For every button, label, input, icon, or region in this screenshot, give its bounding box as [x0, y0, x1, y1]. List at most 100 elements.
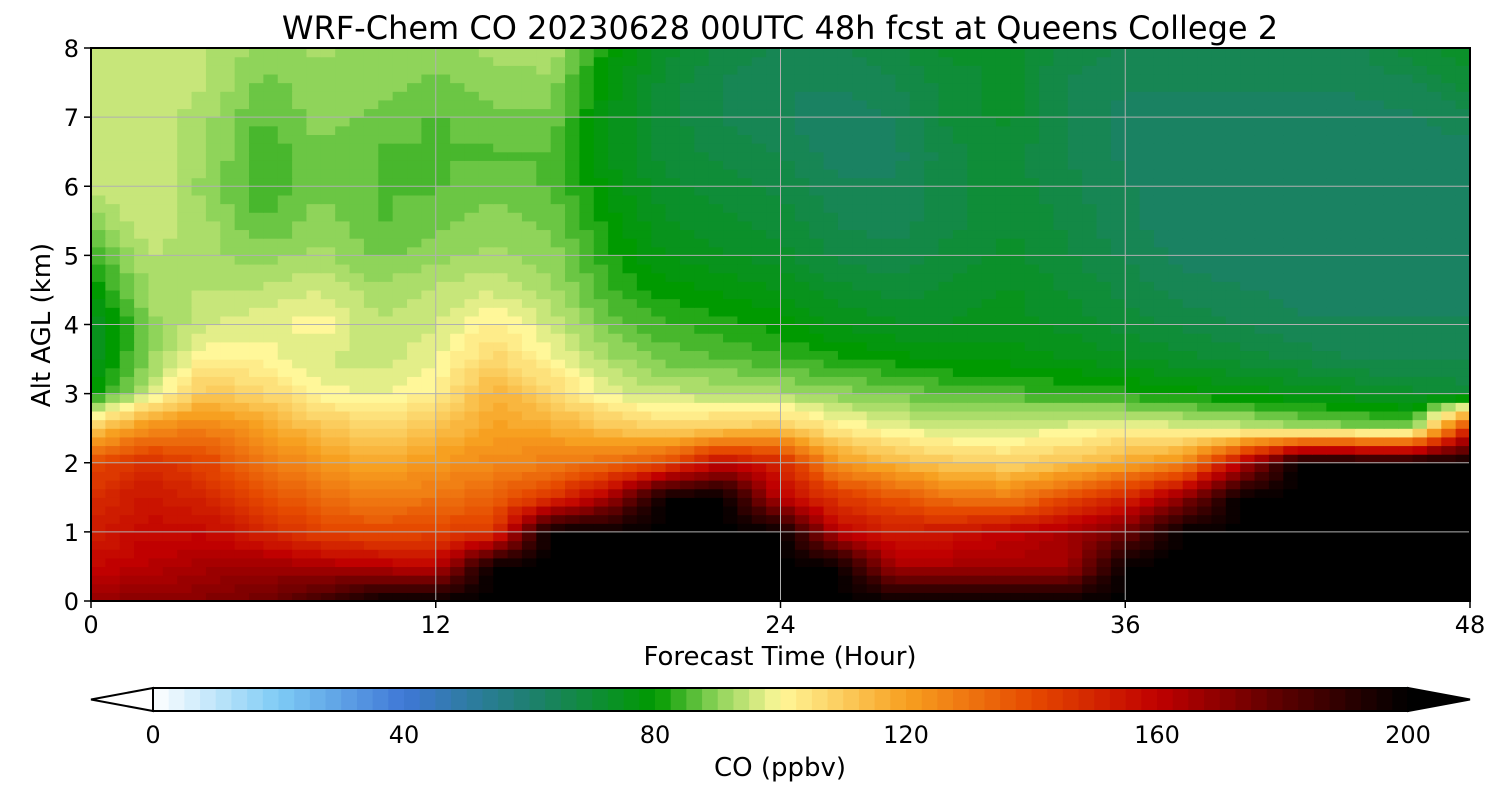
heatmap-cell [148, 281, 164, 291]
heatmap-cell [837, 523, 853, 533]
heatmap-cell [1053, 575, 1069, 585]
heatmap-cell [909, 177, 925, 187]
heatmap-cell [205, 583, 221, 593]
heatmap-cell [1096, 419, 1112, 429]
heatmap-cell [435, 575, 451, 585]
heatmap-cell [205, 246, 221, 256]
heatmap-cell [1355, 471, 1371, 481]
heatmap-cell [593, 454, 609, 464]
heatmap-cell [521, 168, 537, 179]
heatmap-cell [938, 384, 954, 395]
heatmap-cell [550, 289, 566, 300]
heatmap-cell [565, 203, 580, 213]
heatmap-cell [766, 436, 782, 447]
heatmap-cell [1096, 402, 1112, 412]
heatmap-cell [651, 488, 667, 498]
heatmap-cell [1355, 480, 1371, 490]
heatmap-cell [1024, 436, 1040, 447]
heatmap-cell [378, 255, 394, 265]
heatmap-cell [651, 445, 667, 455]
heatmap-cell [536, 549, 552, 559]
heatmap-cell [234, 272, 250, 282]
heatmap-cell [794, 203, 810, 213]
heatmap-cell [622, 151, 638, 161]
heatmap-cell [407, 505, 422, 516]
heatmap-cell [1197, 557, 1213, 568]
heatmap-cell [995, 505, 1011, 516]
heatmap-cell [1082, 419, 1098, 429]
heatmap-cell [866, 168, 882, 179]
heatmap-cell [737, 350, 753, 360]
heatmap-cell [220, 264, 236, 274]
heatmap-cell [1197, 523, 1213, 533]
heatmap-cell [119, 480, 135, 490]
heatmap-cell [723, 497, 738, 507]
heatmap-cell [852, 298, 868, 308]
heatmap-cell [794, 281, 810, 291]
heatmap-cell [708, 419, 724, 429]
heatmap-cell [809, 315, 825, 326]
heatmap-cell [938, 177, 954, 187]
heatmap-cell [478, 281, 494, 291]
heatmap-cell [751, 212, 767, 222]
heatmap-cell [306, 436, 322, 447]
heatmap-cell [651, 384, 667, 395]
heatmap-cell [1153, 212, 1169, 222]
heatmap-cell [320, 168, 336, 179]
heatmap-cell [1010, 281, 1026, 291]
heatmap-cell [1369, 419, 1385, 429]
heatmap-cell [737, 505, 753, 516]
heatmap-cell [981, 410, 997, 421]
heatmap-cell [1096, 523, 1112, 533]
heatmap-cell [665, 384, 681, 395]
heatmap-cell [866, 419, 882, 429]
heatmap-cell [1369, 168, 1385, 179]
heatmap-cell [1455, 480, 1471, 490]
heatmap-cell [780, 410, 796, 421]
heatmap-cell [852, 229, 868, 239]
heatmap-cell [794, 523, 810, 533]
heatmap-cell [378, 359, 394, 369]
heatmap-cell [191, 289, 207, 300]
heatmap-cell [1067, 160, 1083, 170]
heatmap-cell [277, 341, 293, 352]
heatmap-cell [679, 410, 695, 421]
heatmap-cell [780, 497, 796, 507]
heatmap-cell [205, 402, 221, 412]
heatmap-cell [1283, 514, 1299, 524]
heatmap-cell [1455, 264, 1471, 274]
heatmap-cell [1426, 436, 1442, 447]
heatmap-cell [608, 471, 624, 481]
heatmap-cell [636, 264, 652, 274]
heatmap-cell [1426, 367, 1442, 377]
heatmap-cell [1240, 264, 1256, 274]
heatmap-cell [1441, 151, 1457, 161]
heatmap-cell [579, 514, 595, 524]
heatmap-cell [1010, 203, 1026, 213]
heatmap-cell [162, 419, 178, 429]
heatmap-cell [162, 177, 178, 187]
heatmap-cell [105, 393, 121, 403]
heatmap-cell [1067, 359, 1083, 369]
heatmap-cell [1182, 220, 1198, 231]
heatmap-cell [220, 203, 236, 213]
heatmap-cell [478, 488, 494, 498]
heatmap-cell [277, 264, 293, 274]
heatmap-cell [550, 272, 566, 282]
heatmap-cell [1024, 177, 1040, 187]
heatmap-cell [1039, 402, 1055, 412]
heatmap-cell [1426, 255, 1442, 265]
heatmap-cell [1398, 575, 1414, 585]
heatmap-cell [1039, 186, 1055, 196]
heatmap-cell [1110, 333, 1126, 343]
heatmap-cell [1426, 307, 1442, 317]
heatmap-cell [277, 255, 293, 265]
heatmap-cell [1340, 505, 1356, 516]
heatmap-cell [249, 514, 264, 524]
heatmap-cell [866, 376, 882, 386]
heatmap-cell [550, 410, 566, 421]
heatmap-cell [220, 462, 236, 472]
heatmap-cell [407, 376, 422, 386]
heatmap-cell [665, 436, 681, 447]
heatmap-cell [1455, 229, 1471, 239]
